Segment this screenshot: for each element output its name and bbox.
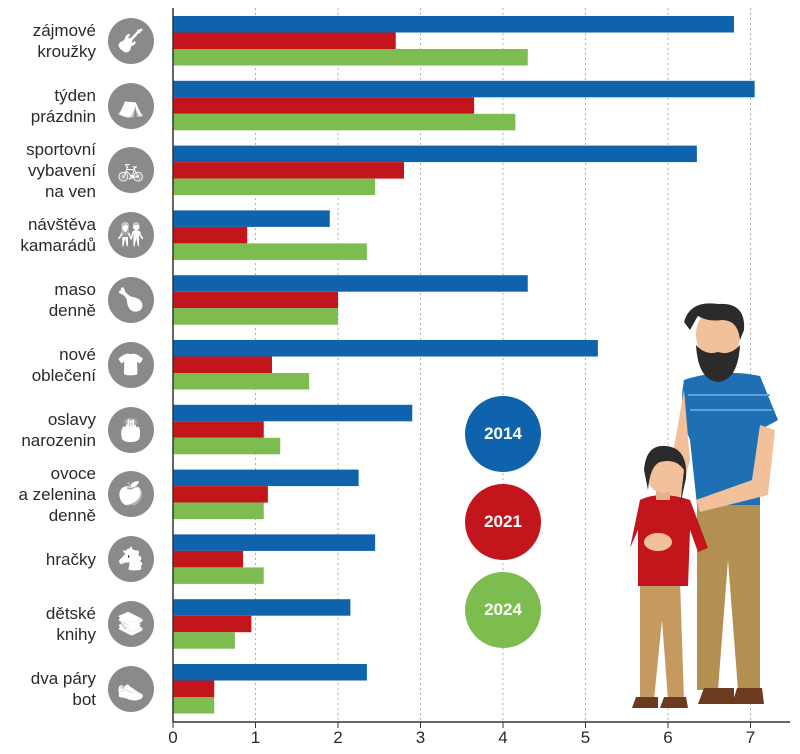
x-tick-label: 4	[498, 728, 508, 747]
category-label: ovoce a zelenina denně	[18, 463, 96, 525]
bicycle-icon: 🚲	[108, 147, 154, 194]
category-label: hračky	[45, 549, 96, 569]
legend-item-2021: 2021	[465, 484, 541, 560]
bar-2014	[173, 404, 413, 422]
bar-2021	[173, 162, 404, 179]
bar-2014	[173, 210, 330, 227]
x-tick-label: 5	[580, 728, 591, 747]
x-tick-label: 3	[415, 728, 426, 747]
bar-2014	[173, 534, 376, 551]
books-icon: 📚	[108, 600, 154, 647]
x-tick-label: 1	[250, 728, 261, 747]
x-ticks	[172, 722, 751, 728]
bar-2014	[173, 469, 359, 487]
bar-2024	[173, 502, 264, 520]
bar-2024	[173, 49, 528, 66]
bar-2024	[173, 632, 235, 649]
birthday-cake-icon: 🎂	[108, 406, 154, 453]
bar-2024	[173, 243, 367, 260]
bars	[173, 16, 755, 714]
x-tick-label: 2	[333, 728, 343, 747]
category-label: oslavy narozenin	[21, 409, 96, 450]
family-illustration	[630, 303, 778, 708]
tshirt-icon: 👕	[108, 341, 154, 388]
bar-2021	[173, 356, 272, 373]
bar-2021	[173, 97, 475, 114]
bar-2024	[173, 373, 310, 390]
bar-2021	[173, 291, 338, 309]
bar-2024	[173, 567, 264, 584]
bar-2024	[173, 697, 215, 714]
category-label: maso denně	[48, 279, 96, 320]
bar-2021	[173, 32, 396, 49]
friends-icon: 👫	[108, 212, 154, 259]
bar-2021	[173, 226, 248, 244]
camping-tent-icon: ⛺	[108, 82, 154, 129]
x-tick-label: 0	[168, 728, 178, 747]
legend-item-2014: 2014	[465, 396, 541, 472]
bar-2024	[173, 113, 516, 131]
x-tick-label: 6	[663, 728, 673, 747]
rocking-horse-icon: 🐴	[108, 536, 154, 583]
category-label: dva páry bot	[30, 668, 96, 709]
bar-2014	[173, 340, 598, 357]
chicken-icon: 🍗	[108, 276, 154, 323]
category-label: týden prázdnin	[30, 85, 96, 126]
bar-2021	[173, 680, 215, 697]
category-label: nové oblečení	[31, 344, 96, 385]
bar-2014	[173, 80, 755, 98]
legend-item-2024: 2024	[465, 572, 541, 648]
bar-2024	[173, 308, 338, 325]
guitar-icon: 🎸	[108, 17, 154, 64]
category-label: dětské knihy	[45, 603, 96, 644]
bar-2021	[173, 550, 244, 568]
bar-2024	[173, 178, 376, 196]
bar-2021	[173, 615, 252, 633]
category-label: sportovní vybavení na ven	[26, 139, 96, 201]
bar-2014	[173, 599, 351, 616]
bar-2021	[173, 421, 264, 438]
bar-2021	[173, 486, 268, 503]
category-label: návštěva kamarádů	[20, 215, 96, 256]
category-label: zájmové kroužky	[32, 20, 96, 61]
bar-2024	[173, 437, 281, 455]
fruit-icon: 🍎	[108, 471, 154, 518]
bar-2014	[173, 16, 734, 33]
bar-2014	[173, 275, 528, 292]
bar-2014	[173, 145, 697, 163]
x-tick-label: 7	[745, 728, 756, 747]
shoes-icon: 👟	[108, 665, 154, 712]
bar-2014	[173, 664, 367, 681]
